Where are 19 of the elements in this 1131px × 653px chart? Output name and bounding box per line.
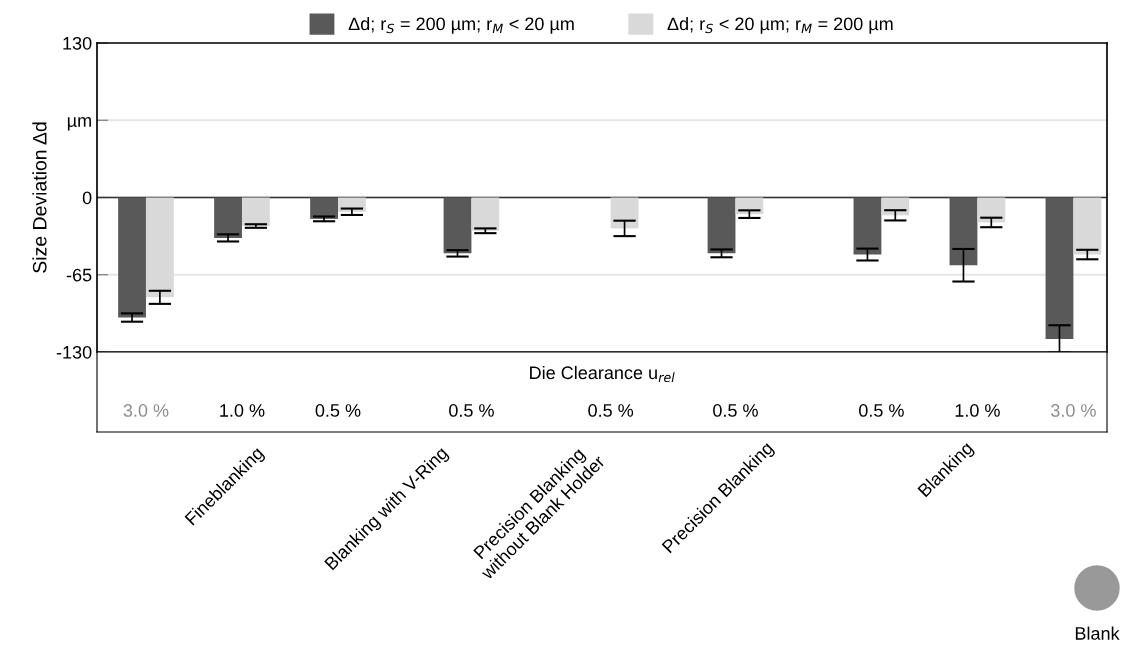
y-tick-label: 130 — [63, 36, 92, 50]
x-tick-label: 0.5 % — [588, 404, 634, 417]
x-tick-label: 3.0 % — [123, 404, 169, 417]
x-axis-title: Die Clearance u$_{rel}$ — [530, 365, 675, 383]
y-axis-title: Size Deviation Δd — [32, 122, 47, 273]
legend-label: Δd; r$_{S}$ < 20 µm; r$_{M}$ = 200 µm — [667, 17, 893, 34]
x-tick-label: 3.0 % — [1051, 404, 1096, 417]
x-tick-label: 1.0 % — [220, 404, 265, 417]
y-tick-label: µm — [67, 117, 91, 131]
x-tick-label: 0.5 % — [449, 404, 494, 417]
y-tick-label: -65 — [66, 268, 92, 282]
x-tick-label: 0.5 % — [713, 404, 758, 417]
x-tick-label: 0.5 % — [859, 404, 904, 417]
x-tick-label: 0.5 % — [315, 404, 361, 417]
legend-label: Δd; r$_{S}$ = 200 µm; r$_{M}$ < 20 µm — [348, 17, 574, 34]
y-tick-label: -130 — [56, 345, 92, 359]
x-tick-label: 1.0 % — [955, 404, 1000, 417]
text: Blank — [1075, 626, 1120, 640]
y-tick-label: 0 — [82, 191, 92, 205]
